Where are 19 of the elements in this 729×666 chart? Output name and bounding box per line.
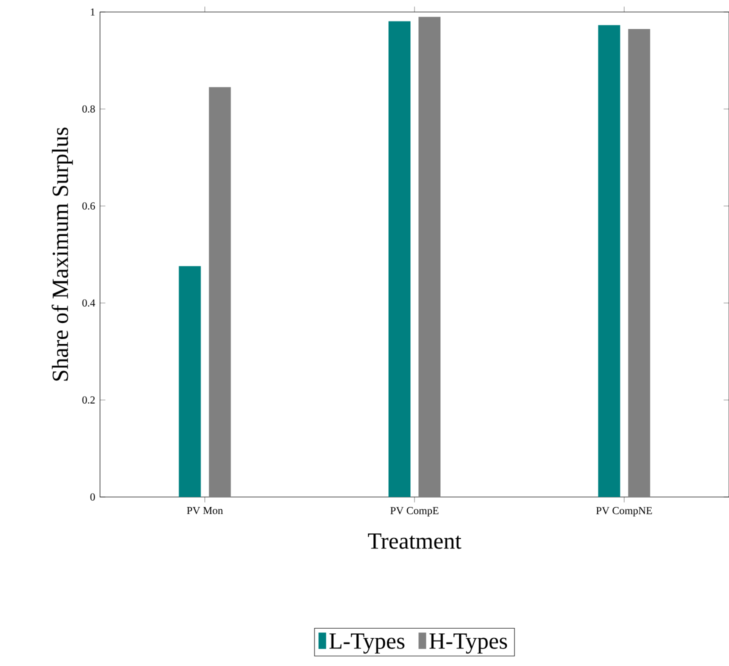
x-axis-title: Treatment <box>368 534 462 549</box>
legend-label: H-Types <box>429 634 507 654</box>
bar <box>208 87 231 497</box>
x-tick-label: PV CompE <box>390 507 438 516</box>
legend-label: L-Types <box>329 634 404 654</box>
y-tick-label: 1 <box>90 8 95 16</box>
y-tick-label: 0.4 <box>82 299 96 307</box>
bar <box>418 16 440 497</box>
y-tick-label: 0 <box>90 493 95 501</box>
y-tick-label: 0.8 <box>82 105 95 113</box>
x-tick-label: PV CompNE <box>596 507 652 516</box>
y-axis-title: Share of Maximum Surplus <box>52 128 73 381</box>
y-tick-label: 0.6 <box>82 202 95 210</box>
y-tick-label: 0.2 <box>82 396 95 404</box>
bar <box>388 21 410 497</box>
x-tick-label: PV Mon <box>186 507 223 514</box>
bar <box>178 266 201 497</box>
bar <box>628 28 650 497</box>
bar <box>598 25 620 497</box>
